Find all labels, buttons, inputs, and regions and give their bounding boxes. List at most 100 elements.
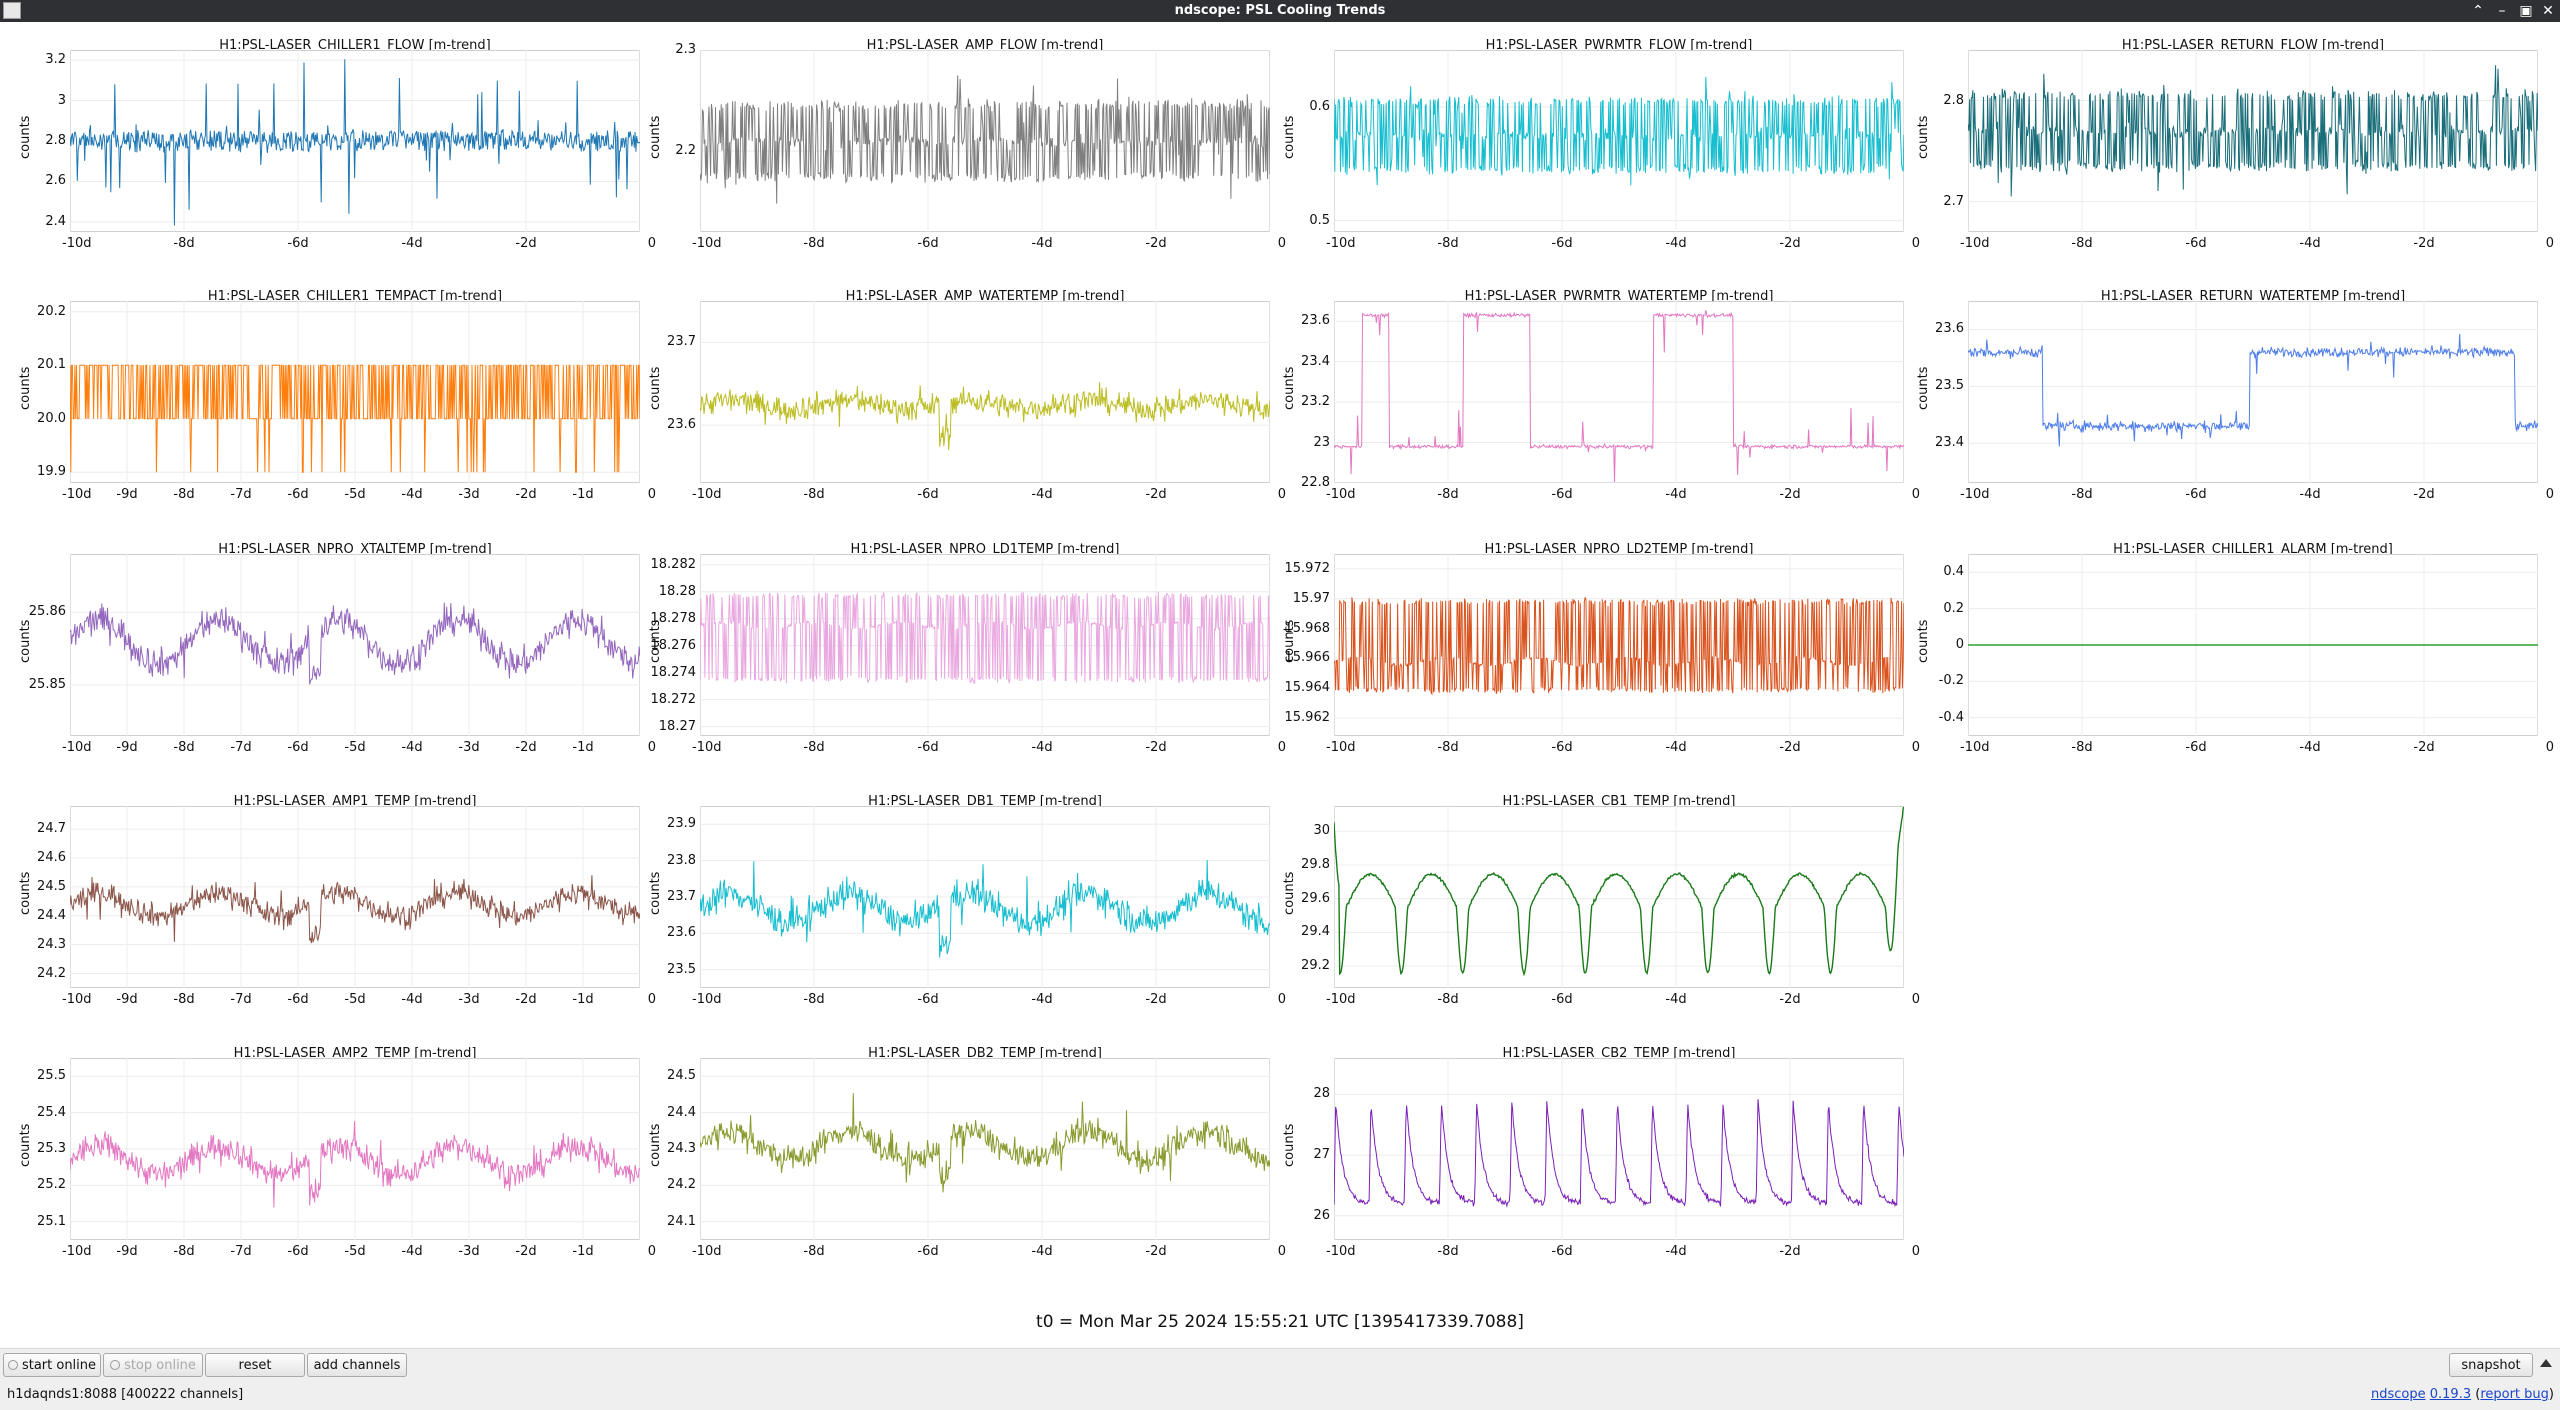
x-tick-label: 0: [2545, 740, 2554, 755]
x-tick-label: -4d: [2299, 236, 2321, 251]
start-online-button[interactable]: start online: [3, 1353, 101, 1377]
x-tick-label: 0: [1911, 487, 1920, 502]
x-tick-label: -5d: [344, 1244, 366, 1259]
plot-area[interactable]: [700, 554, 1270, 736]
plot-frame: [1334, 301, 1904, 483]
y-tick-label: 24.7: [37, 821, 66, 837]
plot-area[interactable]: [70, 554, 640, 736]
maximize-icon[interactable]: ▣: [2519, 3, 2533, 19]
y-axis-label: counts: [1916, 115, 1931, 159]
window-titlebar: ndscope: PSL Cooling Trends ⌃ – ▣ ✕: [0, 0, 2560, 22]
x-tick-label: -4d: [1031, 992, 1053, 1007]
plot-area[interactable]: [1334, 806, 1904, 988]
x-tick-label: -3d: [458, 992, 480, 1007]
x-tick-label: -6d: [917, 236, 939, 251]
x-tick-label: -2d: [515, 992, 537, 1007]
x-tick-label: -10d: [1326, 1244, 1356, 1259]
x-tick-label: -2d: [2413, 740, 2435, 755]
y-tick-label: 23.5: [1935, 378, 1964, 394]
plot-area[interactable]: [1968, 301, 2538, 483]
y-tick-label: 23.4: [1301, 353, 1330, 369]
y-tick-label: 0.6: [1309, 98, 1330, 114]
add-channels-button[interactable]: add channels: [307, 1353, 407, 1377]
y-tick-label: 25.1: [37, 1213, 66, 1229]
x-tick-label: 0: [2545, 487, 2554, 502]
plot-area[interactable]: [70, 50, 640, 232]
y-tick-label: 25.3: [37, 1141, 66, 1156]
plot-title: H1:PSL-LASER_AMP_WATERTEMP [m-trend]: [845, 289, 1125, 304]
x-tick-label: -8d: [1437, 487, 1459, 502]
x-tick-label: -8d: [173, 487, 195, 502]
x-tick-label: -6d: [2185, 740, 2207, 755]
snapshot-button[interactable]: snapshot: [2449, 1353, 2533, 1377]
y-tick-label: 0: [1955, 637, 1964, 652]
close-icon[interactable]: ✕: [2542, 3, 2554, 19]
x-tick-label: -5d: [344, 487, 366, 502]
y-tick-label: 3: [57, 92, 66, 108]
x-tick-label: -6d: [1551, 992, 1573, 1007]
plot-area[interactable]: [70, 301, 640, 483]
plot-title: H1:PSL-LASER_CHILLER1_TEMPACT [m-trend]: [207, 289, 503, 304]
series-line: [1334, 1099, 1904, 1208]
plot-area[interactable]: [700, 301, 1270, 483]
x-tick-label: -6d: [1551, 1244, 1573, 1259]
ndscope-link[interactable]: ndscope: [2370, 1387, 2426, 1402]
x-tick-label: -2d: [1779, 236, 1801, 251]
plot-area[interactable]: [1968, 554, 2538, 736]
series-line: [1334, 597, 1904, 696]
plot-title: H1:PSL-LASER_RETURN_FLOW [m-trend]: [2121, 38, 2385, 53]
series-line: [70, 364, 640, 473]
reset-button[interactable]: reset: [205, 1353, 305, 1377]
x-tick-label: -9d: [116, 992, 138, 1007]
x-tick-label: -10d: [692, 236, 722, 251]
x-tick-label: -3d: [458, 1244, 480, 1259]
plot-area[interactable]: [1334, 50, 1904, 232]
x-tick-label: -2d: [515, 236, 537, 251]
y-tick-label: 29.2: [1301, 958, 1330, 974]
y-tick-label: 27: [1313, 1147, 1330, 1163]
y-tick-label: 0.4: [1943, 564, 1964, 580]
plot-area[interactable]: [1968, 50, 2538, 232]
minimize-icon[interactable]: –: [2498, 3, 2506, 19]
y-tick-label: 2.8: [1943, 92, 1964, 108]
y-tick-label: 18.278: [650, 610, 697, 626]
y-axis-label: counts: [648, 366, 663, 410]
y-tick-label: 23.4: [1935, 435, 1964, 451]
version-link[interactable]: 0.19.3: [2429, 1387, 2472, 1402]
plot-area[interactable]: [70, 806, 640, 988]
x-tick-label: -10d: [1326, 992, 1356, 1007]
report-bug-link[interactable]: report bug: [2480, 1387, 2549, 1402]
x-tick-label: -2d: [1145, 1244, 1167, 1259]
x-tick-label: -9d: [116, 740, 138, 755]
x-tick-label: -2d: [1779, 1244, 1801, 1259]
y-tick-label: 15.968: [1284, 620, 1331, 636]
x-tick-label: -6d: [1551, 740, 1573, 755]
plot-area[interactable]: [1334, 1058, 1904, 1240]
x-tick-label: -8d: [1437, 236, 1459, 251]
plot-area[interactable]: [700, 1058, 1270, 1240]
y-tick-label: 20.1: [37, 357, 66, 373]
y-tick-label: 23.6: [1301, 313, 1330, 329]
plot-title: H1:PSL-LASER_NPRO_LD2TEMP [m-trend]: [1484, 542, 1754, 557]
plot-frame: [700, 301, 1270, 483]
collapse-triangle-icon[interactable]: [2540, 1359, 2552, 1367]
y-tick-label: 28: [1313, 1086, 1330, 1102]
y-tick-label: 23.6: [667, 925, 696, 941]
plot-area[interactable]: [1334, 554, 1904, 736]
plot-area[interactable]: [70, 1058, 640, 1240]
x-tick-label: 0: [647, 740, 656, 755]
x-tick-label: -8d: [173, 740, 195, 755]
plot-area[interactable]: [1334, 301, 1904, 483]
plot-title: H1:PSL-LASER_RETURN_WATERTEMP [m-trend]: [2100, 289, 2406, 304]
stop-online-button[interactable]: stop online: [103, 1353, 203, 1377]
chevron-up-icon[interactable]: ⌃: [2472, 3, 2484, 19]
server-status: h1daqnds1:8088 [400222 channels]: [7, 1387, 244, 1402]
x-tick-label: -6d: [2185, 487, 2207, 502]
plot-area[interactable]: [700, 806, 1270, 988]
x-tick-label: -2d: [1145, 992, 1167, 1007]
x-tick-label: -10d: [62, 740, 92, 755]
plot-area[interactable]: [700, 50, 1270, 232]
y-tick-label: 23.5: [667, 961, 696, 977]
y-tick-label: 22.8: [1301, 475, 1330, 490]
y-tick-label: 26: [1313, 1207, 1330, 1223]
